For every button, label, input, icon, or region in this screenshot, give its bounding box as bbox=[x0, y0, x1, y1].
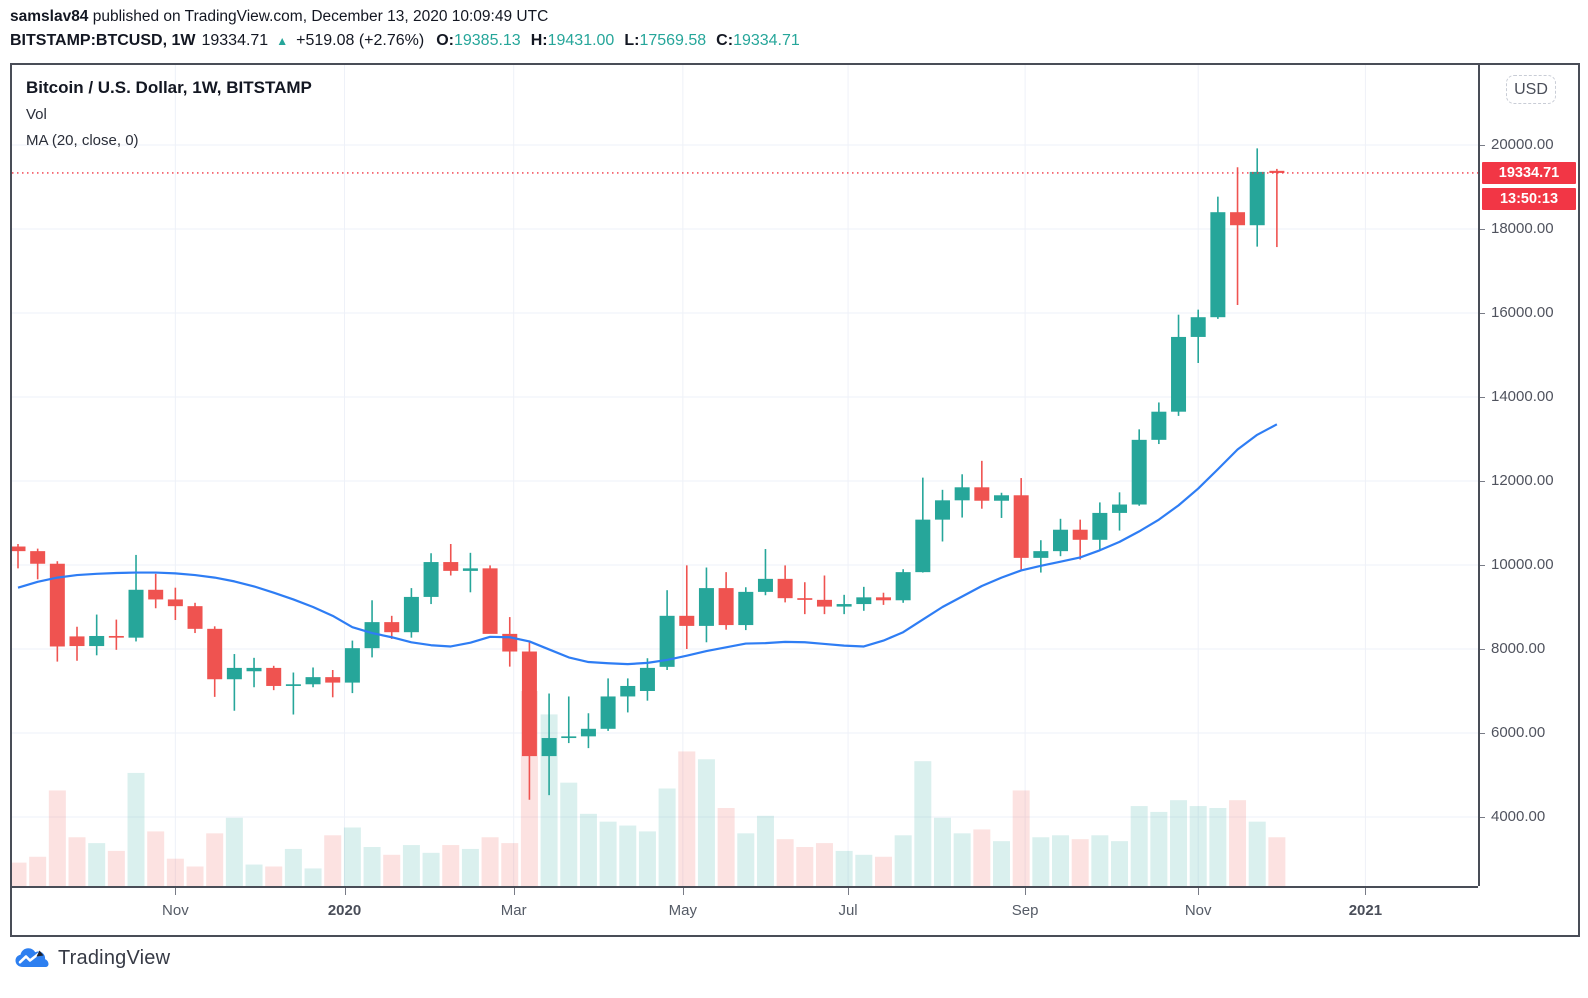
price-axis-label: 20000.00 bbox=[1491, 136, 1554, 153]
time-axis-month-label: May bbox=[668, 902, 698, 919]
tradingview-branding[interactable]: TradingView bbox=[14, 946, 170, 970]
tradingview-logo-text: TradingView bbox=[58, 946, 171, 969]
price-axis-label: 8000.00 bbox=[1491, 640, 1546, 657]
price-tick-mark bbox=[1480, 481, 1485, 482]
price-axis-label: 4000.00 bbox=[1491, 808, 1546, 825]
price-tick-mark bbox=[1480, 817, 1485, 818]
last-price-badge: 19334.71 bbox=[1482, 161, 1576, 184]
symbol-name: BITSTAMP:BTCUSD, 1W bbox=[10, 32, 196, 49]
publish-line: samslav84 published on TradingView.com, … bbox=[10, 8, 548, 26]
price-tick-mark bbox=[1480, 649, 1485, 650]
chart-plot-area[interactable]: Bitcoin / U.S. Dollar, 1W, BITSTAMP Vol … bbox=[12, 65, 1478, 886]
ohlc-pair: H:19431.00 bbox=[530, 32, 615, 49]
legend-volume-study[interactable]: Vol bbox=[26, 106, 47, 124]
ohlc-pair: O:19385.13 bbox=[436, 32, 521, 49]
time-tick-mark bbox=[1365, 888, 1367, 895]
tradingview-cloud-icon bbox=[15, 948, 49, 967]
time-axis-month-label: Jul bbox=[838, 902, 858, 919]
time-tick-mark bbox=[175, 888, 177, 895]
price-tick-mark bbox=[1480, 229, 1485, 230]
price-tick-mark bbox=[1480, 313, 1485, 314]
time-axis-month-label: Nov bbox=[162, 902, 189, 919]
chart-legend: Bitcoin / U.S. Dollar, 1W, BITSTAMP Vol … bbox=[26, 75, 312, 152]
time-axis-year-label: 2021 bbox=[1348, 902, 1383, 919]
time-tick-mark bbox=[344, 888, 346, 895]
time-tick-mark bbox=[1198, 888, 1200, 895]
time-tick-mark bbox=[1025, 888, 1027, 895]
legend-ma-study[interactable]: MA (20, close, 0) bbox=[26, 131, 139, 149]
author-name: samslav84 bbox=[10, 8, 89, 25]
symbol-last-price: 19334.71 bbox=[201, 32, 269, 49]
price-axis-label: 6000.00 bbox=[1491, 724, 1546, 741]
ohlc-values: O:19385.13 H:19431.00 L:17569.58 C:19334.71 bbox=[436, 32, 800, 50]
legend-symbol-title[interactable]: Bitcoin / U.S. Dollar, 1W, BITSTAMP bbox=[26, 78, 312, 97]
price-tick-mark bbox=[1480, 733, 1485, 734]
time-axis-month-label: Mar bbox=[500, 902, 527, 919]
currency-toggle-button[interactable]: USD bbox=[1506, 75, 1556, 104]
time-tick-mark bbox=[848, 888, 850, 895]
price-axis-label: 14000.00 bbox=[1491, 388, 1554, 405]
price-axis-label: 12000.00 bbox=[1491, 472, 1554, 489]
ohlc-pair: C:19334.71 bbox=[716, 32, 800, 49]
publish-info: published on TradingView.com, December 1… bbox=[88, 8, 549, 25]
price-tick-mark bbox=[1480, 565, 1485, 566]
price-tick-mark bbox=[1480, 397, 1485, 398]
symbol-change: +519.08 (+2.76%) bbox=[296, 32, 425, 49]
price-axis-label: 10000.00 bbox=[1491, 556, 1554, 573]
time-axis-month-label: Nov bbox=[1184, 902, 1212, 919]
price-axis-label: 18000.00 bbox=[1491, 220, 1554, 237]
price-axis[interactable]: USD 20000.00 18000.00 16000.00 14000.00 1200… bbox=[1478, 65, 1578, 886]
time-tick-mark bbox=[682, 888, 684, 895]
up-arrow-icon: ▲ bbox=[276, 34, 289, 48]
price-tick-mark bbox=[1480, 145, 1485, 146]
ohlc-pair: L:17569.58 bbox=[624, 32, 707, 49]
time-axis[interactable]: Nov 2020 Mar May Jul Sep Nov 2021 bbox=[12, 886, 1478, 935]
time-tick-mark bbox=[513, 888, 515, 895]
bar-countdown-badge: 13:50:13 bbox=[1482, 187, 1576, 210]
time-axis-month-label: Sep bbox=[1011, 902, 1039, 919]
time-axis-year-label: 2020 bbox=[327, 902, 362, 919]
price-axis-label: 16000.00 bbox=[1491, 304, 1554, 321]
chart-widget: Bitcoin / U.S. Dollar, 1W, BITSTAMP Vol … bbox=[10, 63, 1580, 937]
symbol-line: BITSTAMP:BTCUSD, 1W 19334.71 ▲ +519.08 (… bbox=[10, 32, 800, 50]
